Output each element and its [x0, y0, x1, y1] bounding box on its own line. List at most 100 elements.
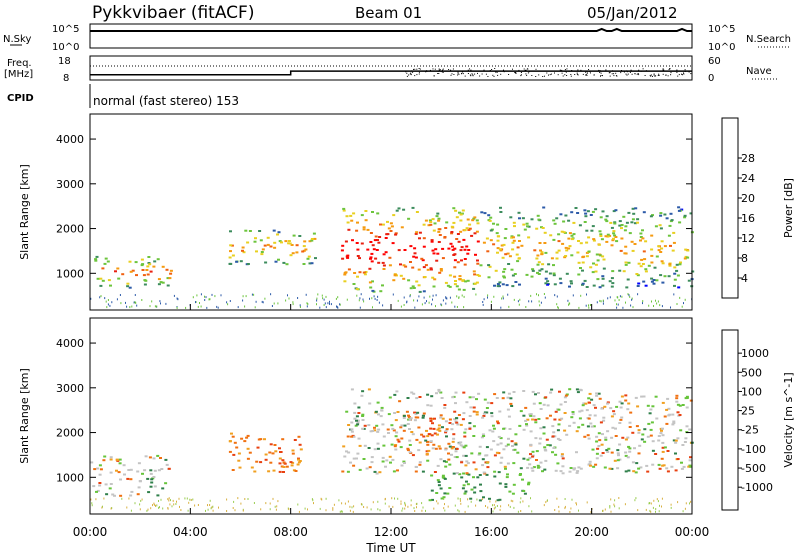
echo-cell [603, 405, 607, 408]
echo-cell [553, 435, 557, 438]
echo-cell [152, 476, 156, 478]
echo-cell [128, 260, 132, 263]
ground-scatter-cell [670, 306, 671, 309]
echo-cell [370, 456, 374, 459]
echo-cell [381, 456, 385, 459]
echo-cell [496, 251, 499, 254]
echo-cell [564, 214, 568, 217]
echo-cell [675, 269, 679, 272]
echo-cell [482, 241, 486, 244]
echo-cell [640, 395, 644, 398]
nave-point [538, 74, 540, 76]
ground-scatter-cell [519, 298, 521, 301]
echo-cell [381, 223, 385, 226]
ground-scatter-cell [147, 508, 149, 511]
echo-cell [441, 417, 445, 420]
echo-cell [454, 402, 457, 405]
echo-cell [465, 460, 469, 463]
nave-point [684, 70, 686, 72]
echo-cell [565, 433, 569, 436]
echo-cell [678, 263, 682, 266]
echo-cell [624, 470, 628, 473]
echo-cell [598, 286, 602, 289]
nave-point [469, 74, 471, 76]
echo-cell [529, 443, 533, 446]
echo-cell [543, 446, 547, 449]
echo-cell [651, 449, 655, 452]
nave-point [564, 70, 566, 72]
nave-point [609, 72, 611, 73]
echo-cell [462, 238, 466, 241]
echo-cell [489, 239, 493, 242]
echo-cell [506, 396, 510, 399]
echo-cell [587, 417, 591, 420]
ground-scatter-cell [337, 296, 339, 299]
ground-scatter-cell [492, 510, 494, 513]
echo-cell [414, 256, 418, 259]
echo-cell [447, 452, 450, 455]
echo-cell [313, 237, 317, 240]
echo-cell [498, 248, 502, 251]
echo-cell [473, 491, 477, 494]
ground-scatter-cell [299, 306, 301, 308]
ground-scatter-cell [489, 500, 491, 503]
echo-cell [400, 424, 404, 427]
ground-scatter-cell [661, 497, 663, 500]
ground-scatter-cell [413, 299, 415, 302]
echo-cell [625, 286, 629, 289]
ground-scatter-cell [261, 300, 263, 303]
echo-cell [144, 455, 148, 458]
nsearch-tick-top: 10^5 [708, 24, 735, 35]
echo-cell [600, 443, 604, 446]
echo-cell [352, 283, 356, 285]
echo-cell [563, 401, 567, 403]
echo-cell [610, 415, 614, 418]
echo-cell [518, 474, 522, 476]
echo-cell [475, 398, 478, 401]
ground-scatter-cell [655, 299, 656, 302]
echo-cell [149, 485, 153, 488]
echo-cell [122, 464, 126, 467]
echo-cell [552, 264, 555, 267]
echo-cell [452, 221, 456, 224]
ground-scatter-cell [320, 497, 322, 500]
echo-cell [560, 230, 564, 233]
echo-cell [260, 251, 264, 253]
ground-scatter-cell [360, 293, 362, 296]
echo-cell [638, 444, 642, 447]
echo-cell [529, 414, 533, 417]
echo-cell [671, 423, 675, 426]
echo-cell [356, 423, 360, 426]
echo-cell [672, 420, 676, 423]
ground-scatter-cell [543, 293, 545, 295]
nave-point [620, 72, 622, 74]
echo-cell [430, 434, 434, 437]
echo-cell [569, 280, 573, 283]
echo-cell [477, 392, 481, 395]
echo-cell [375, 249, 379, 251]
ground-scatter-cell [403, 296, 405, 299]
ground-scatter-cell [682, 510, 684, 513]
echo-cell [369, 430, 373, 433]
ground-scatter-cell [272, 497, 274, 500]
echo-cell [502, 243, 506, 246]
echo-cell [617, 454, 620, 457]
echo-cell [490, 415, 494, 418]
echo-cell [106, 260, 110, 263]
echo-cell [612, 410, 616, 413]
nave-point [462, 71, 464, 73]
echo-cell [422, 290, 426, 293]
echo-cell [290, 244, 294, 246]
echo-cell [454, 280, 457, 282]
echo-cell [610, 467, 614, 470]
echo-cell [397, 249, 401, 252]
nave-point [416, 74, 418, 76]
ground-scatter-cell [487, 294, 489, 297]
echo-cell [428, 219, 432, 222]
echo-cell [606, 401, 610, 404]
ground-scatter-cell [586, 501, 588, 504]
nave-point [442, 69, 444, 71]
nave-point [653, 74, 655, 76]
echo-cell [472, 270, 476, 273]
